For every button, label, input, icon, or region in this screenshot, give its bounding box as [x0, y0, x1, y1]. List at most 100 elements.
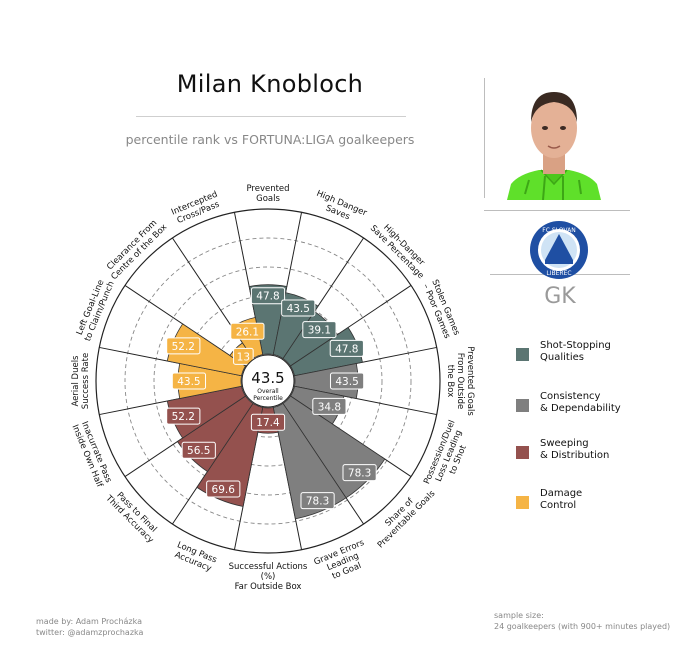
value-label: 39.1	[302, 321, 337, 339]
legend-swatch	[516, 399, 529, 412]
value-label-text: 78.3	[306, 496, 329, 508]
value-label-text: 69.6	[212, 484, 236, 496]
overall-percentile-value: 43.5	[251, 369, 284, 387]
category-label-line: Aerial Duels	[71, 355, 81, 407]
value-label: 26.1	[230, 322, 265, 340]
player-position: GK	[544, 284, 576, 309]
value-label-box	[250, 413, 286, 431]
fc-slovan-liberec-logo: FC SLOVAN LIBEREC	[530, 221, 588, 279]
value-label-box	[342, 464, 377, 482]
value-label: 69.6	[206, 480, 241, 498]
legend-label: Damage Control	[540, 488, 583, 511]
value-label: 43.5	[329, 372, 365, 390]
category-label-line: From Outside	[455, 353, 465, 410]
value-label: 34.8	[312, 397, 347, 415]
category-label-line: the Box	[445, 365, 455, 397]
value-label-text: 34.8	[318, 401, 341, 413]
value-label-text: 39.1	[308, 325, 331, 337]
value-label-box	[329, 372, 365, 390]
value-label-text: 17.4	[256, 417, 280, 429]
value-label-box	[281, 299, 316, 317]
radar-chart: 47.8 43.5 39.1 47.8 43.5 34.8 78.3 78.3 17.4 69.6…	[70, 184, 475, 592]
legend-label: Shot-Stopping Qualities	[540, 340, 611, 363]
footer-sample-size: sample size: 24 goalkeepers (with 900+ m…	[494, 611, 671, 631]
value-label-box	[233, 347, 254, 365]
value-label-box	[171, 372, 207, 390]
value-label-box	[230, 322, 265, 340]
value-label: 52.2	[166, 337, 201, 355]
value-label-box	[300, 492, 335, 510]
value-label: 52.2	[166, 407, 201, 425]
radar-grid-ring	[124, 237, 412, 525]
value-label-text: 78.3	[348, 468, 371, 480]
radar-bar	[294, 362, 359, 400]
radar-grid-ring	[153, 266, 383, 496]
category-label: Successful Actions(%)Far Outside Box	[229, 562, 308, 592]
svg-text:FC SLOVAN: FC SLOVAN	[542, 227, 575, 234]
vertical-divider	[484, 78, 485, 198]
legend-swatch	[516, 446, 529, 459]
category-label-line: Success Rate	[81, 353, 91, 409]
value-label-box	[166, 407, 201, 425]
legend-label: Consistency & Dependability	[540, 391, 621, 414]
category-label-line: Prevented Goals	[465, 346, 475, 416]
value-label: 47.8	[250, 287, 286, 305]
value-label-box	[302, 321, 337, 339]
value-label: 17.4	[250, 413, 286, 431]
value-label-text: 47.8	[256, 291, 279, 303]
value-label-text: 52.2	[172, 341, 195, 353]
category-label: Stolen Games– Poor Games	[420, 278, 461, 340]
legend-item-consistency: Consistency & Dependability	[514, 391, 684, 431]
value-label: 47.8	[329, 339, 364, 357]
footer-credits: made by: Adam Procházka twitter: @adamzp…	[36, 617, 144, 637]
legend-swatch	[516, 496, 529, 509]
category-label-line: (%)	[261, 572, 276, 582]
title-divider	[136, 116, 406, 117]
category-label-line: Successful Actions	[229, 562, 308, 572]
value-label: 78.3	[300, 492, 335, 510]
value-label-text: 56.5	[187, 445, 210, 457]
value-label: 43.5	[171, 372, 207, 390]
center-circle	[241, 354, 295, 408]
radar-bar	[166, 385, 247, 439]
value-label-text: 43.5	[287, 303, 310, 315]
legend-swatch	[516, 348, 529, 361]
value-label-text: 47.8	[335, 343, 358, 355]
legend-item-sweeping: Sweeping & Distribution	[514, 438, 684, 478]
radar-bar	[272, 402, 347, 520]
chart-subtitle: percentile rank vs FORTUNA:LIGA goalkeep…	[125, 132, 415, 147]
legend-label: Sweeping & Distribution	[540, 438, 610, 461]
value-label: 78.3	[342, 464, 377, 482]
value-label: 13	[233, 347, 254, 365]
value-label: 56.5	[181, 441, 216, 459]
value-label-box	[312, 397, 347, 415]
overall-percentile-label: Overall	[257, 388, 279, 395]
category-label: Aerial Duels Success Rate	[71, 353, 91, 409]
overall-percentile-label: Percentile	[253, 395, 283, 402]
radar-bar	[289, 326, 363, 377]
category-label-line: Goals	[256, 194, 280, 204]
radar-outer-ring	[95, 208, 441, 554]
value-label-text: 43.5	[335, 376, 358, 388]
divider-top	[484, 210, 630, 211]
radar-bar	[166, 323, 247, 377]
category-label-line: Prevented	[246, 184, 289, 194]
value-label-text: 43.5	[177, 376, 200, 388]
value-label-text: 52.2	[172, 411, 195, 423]
category-label-line: Far Outside Box	[235, 582, 302, 592]
legend-item-shot-stopping: Shot-Stopping Qualities	[514, 340, 684, 380]
value-label-box	[181, 441, 216, 459]
page-title: Milan Knobloch	[176, 70, 364, 98]
